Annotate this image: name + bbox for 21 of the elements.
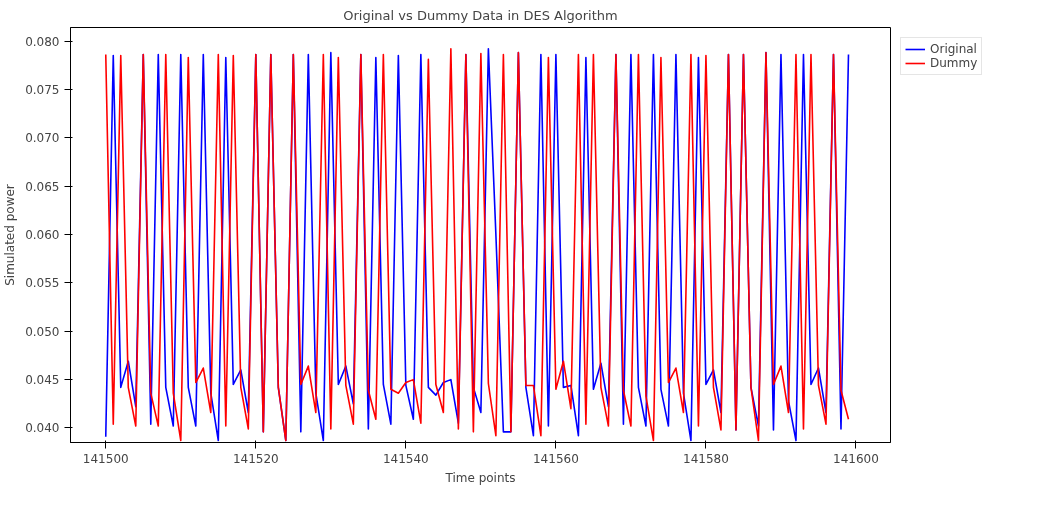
y-tick-label: 0.040 bbox=[25, 421, 60, 436]
x-tick-label: 141580 bbox=[683, 451, 729, 466]
x-tick-label: 141500 bbox=[82, 451, 129, 466]
x-tick-label: 141600 bbox=[833, 451, 879, 466]
y-tick-label: 0.070 bbox=[25, 131, 60, 146]
y-tick-label: 0.080 bbox=[25, 34, 60, 49]
legend-label: Original bbox=[930, 42, 977, 56]
chart-title: Original vs Dummy Data in DES Algorithm bbox=[343, 7, 618, 23]
y-tick-label: 0.065 bbox=[25, 179, 60, 194]
x-tick-label: 141560 bbox=[532, 451, 579, 466]
legend-label: Dummy bbox=[930, 56, 978, 70]
x-axis-title: Time points bbox=[444, 470, 516, 485]
y-tick-label: 0.075 bbox=[25, 82, 60, 97]
y-tick-label: 0.060 bbox=[25, 228, 60, 243]
y-tick-label: 0.050 bbox=[25, 324, 60, 339]
x-tick-label: 141540 bbox=[382, 451, 429, 466]
y-axis-title: Simulated power bbox=[3, 184, 18, 286]
y-tick-label: 0.055 bbox=[25, 276, 60, 291]
x-tick-label: 141520 bbox=[232, 451, 279, 466]
line-series bbox=[104, 47, 850, 442]
y-tick-label: 0.045 bbox=[25, 373, 60, 388]
